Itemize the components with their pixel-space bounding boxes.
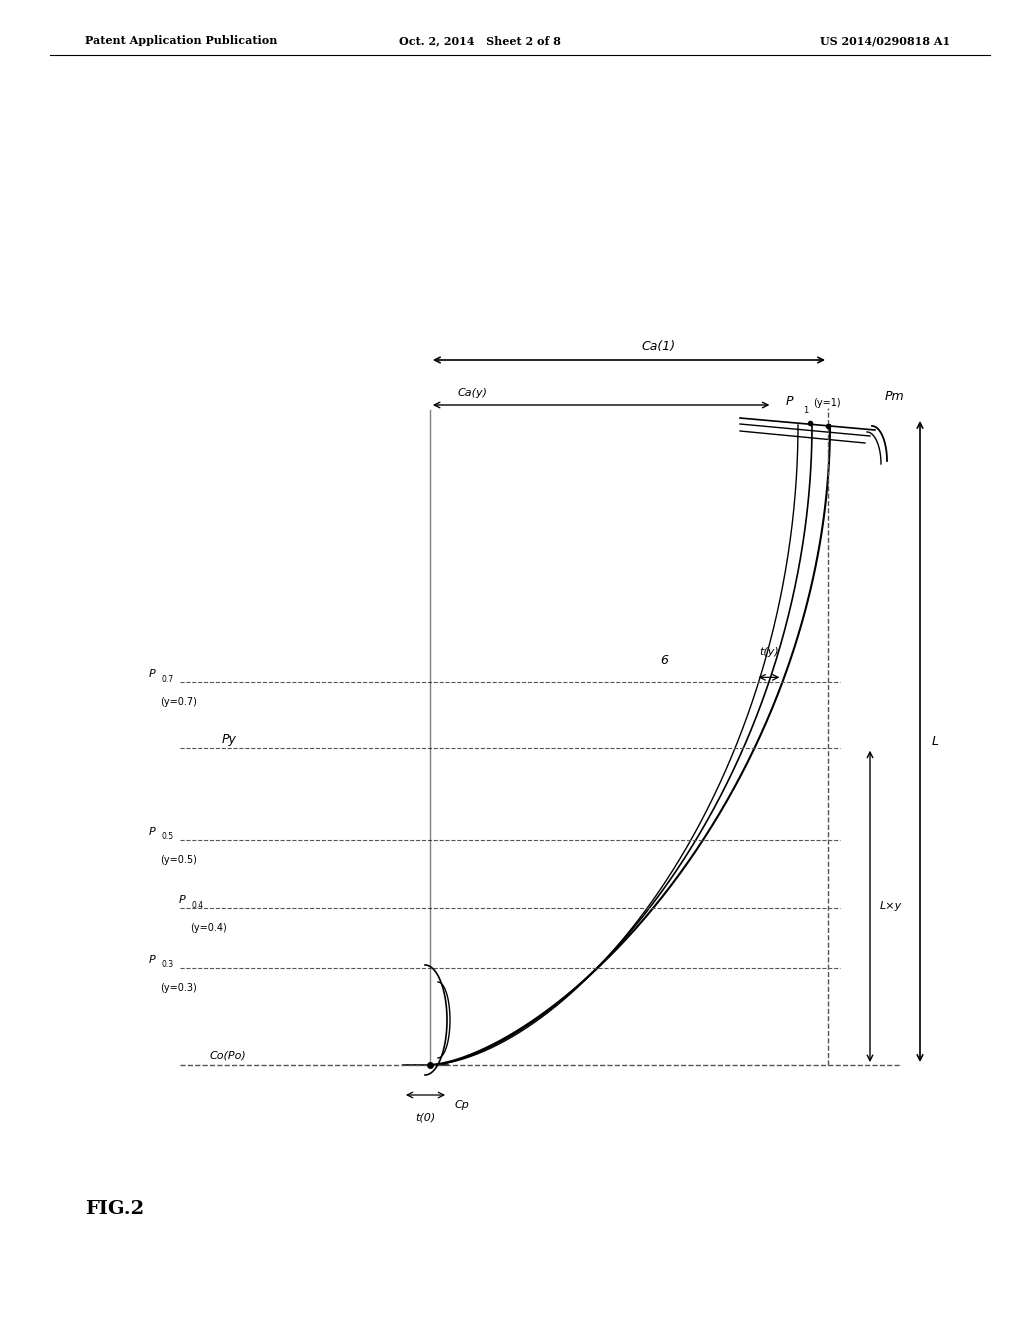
Text: P: P <box>148 669 155 680</box>
Text: P: P <box>148 826 155 837</box>
Text: Oct. 2, 2014   Sheet 2 of 8: Oct. 2, 2014 Sheet 2 of 8 <box>399 36 561 46</box>
Text: 0.3: 0.3 <box>162 960 174 969</box>
Text: (y=0.5): (y=0.5) <box>160 854 197 865</box>
Text: L: L <box>932 735 939 748</box>
Text: Ca(y): Ca(y) <box>458 388 488 399</box>
Text: 0.7: 0.7 <box>162 675 174 684</box>
Text: 1: 1 <box>803 407 808 414</box>
Text: Py: Py <box>222 734 237 746</box>
Text: Pm: Pm <box>885 389 904 403</box>
Text: t(y): t(y) <box>759 647 779 657</box>
Text: (y=1): (y=1) <box>813 399 841 408</box>
Text: P: P <box>785 395 793 408</box>
Text: L×y: L×y <box>880 902 902 911</box>
Text: (y=0.3): (y=0.3) <box>160 982 197 993</box>
Text: P: P <box>178 895 185 906</box>
Text: 0.4: 0.4 <box>193 900 204 909</box>
Text: 0.5: 0.5 <box>162 832 174 841</box>
Text: FIG.2: FIG.2 <box>85 1200 144 1218</box>
Text: US 2014/0290818 A1: US 2014/0290818 A1 <box>820 36 950 46</box>
Text: Patent Application Publication: Patent Application Publication <box>85 36 278 46</box>
Text: P: P <box>148 954 155 965</box>
Text: (y=0.7): (y=0.7) <box>160 697 197 708</box>
Text: t(0): t(0) <box>415 1113 435 1123</box>
Text: Ca(1): Ca(1) <box>642 341 676 352</box>
Text: Cp: Cp <box>455 1100 470 1110</box>
Text: 6: 6 <box>660 653 668 667</box>
Text: (y=0.4): (y=0.4) <box>190 923 226 933</box>
Text: Co(Po): Co(Po) <box>210 1049 247 1060</box>
